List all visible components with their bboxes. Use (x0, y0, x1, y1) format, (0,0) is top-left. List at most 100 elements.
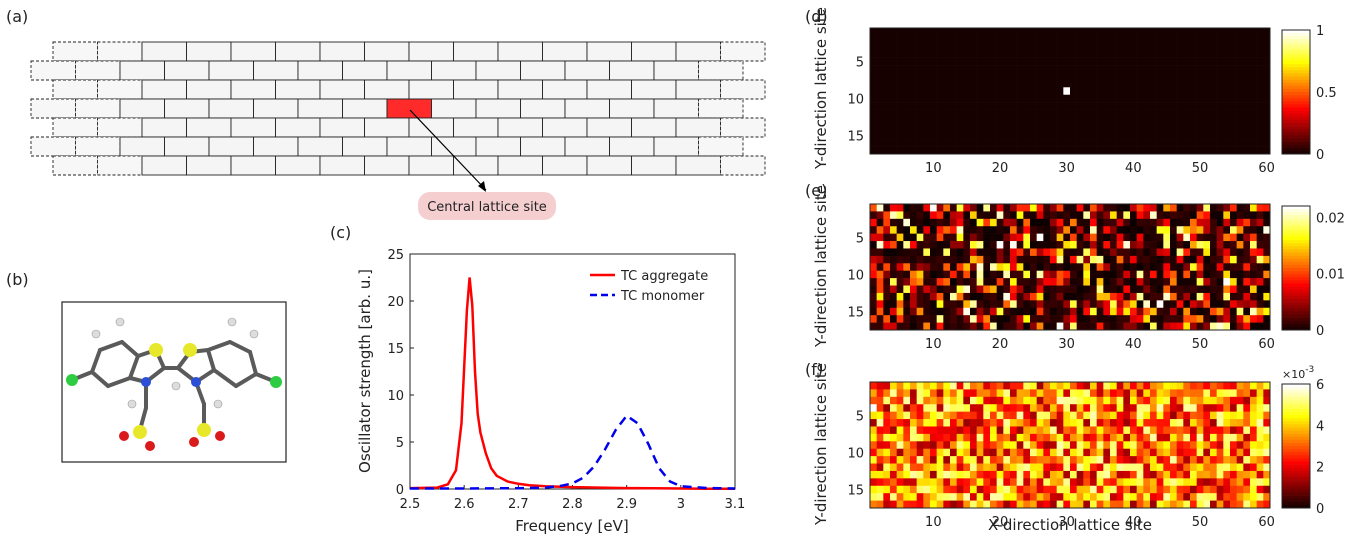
heatmap-cell (1050, 382, 1057, 390)
heatmap-cell (976, 233, 984, 242)
heatmap-cell (883, 124, 891, 133)
heatmap-cell (1236, 456, 1244, 464)
heatmap-cell (1236, 270, 1244, 279)
heatmap-cell (1136, 433, 1144, 442)
heatmap-cell (1236, 292, 1244, 301)
heatmap-cell (1196, 28, 1204, 36)
heatmap-cell (1030, 315, 1037, 323)
heatmap-cell (876, 94, 884, 103)
heatmap-cell (943, 87, 951, 95)
lattice-site (186, 117, 232, 138)
heatmap-cell (1183, 131, 1191, 140)
colorbar-segment (1282, 436, 1310, 441)
colorbar-segment (1282, 240, 1310, 244)
heatmap-cell (930, 72, 937, 81)
heatmap-cell (1083, 233, 1091, 242)
heatmap-cell (1196, 248, 1204, 257)
heatmap-cell (1003, 233, 1011, 242)
heatmap-cell (983, 35, 991, 44)
heatmap-cell (1130, 500, 1137, 509)
heatmap-cell (983, 322, 991, 331)
heatmap-cell (1136, 218, 1144, 227)
heatmap-cell (943, 211, 951, 220)
heatmap-cell (976, 94, 984, 103)
heatmap-cell (1256, 404, 1264, 412)
heatmap-cell (1023, 419, 1031, 427)
heatmap-cell (1123, 500, 1131, 509)
heatmap-cell (1250, 389, 1257, 398)
heatmap-cell (1216, 131, 1224, 140)
heatmap-cell (930, 404, 937, 412)
heatmap-cell (996, 382, 1004, 390)
heatmap-cell (903, 426, 911, 435)
heatmap-cell (1250, 116, 1257, 125)
heatmap-cell (943, 493, 951, 501)
heatmap-cell (1110, 315, 1117, 323)
heatmap-cell (1223, 211, 1231, 220)
heatmap-cell (1210, 285, 1217, 294)
heatmap-cell (1063, 270, 1071, 279)
heatmap-cell (976, 28, 984, 36)
heatmap-cell (1256, 131, 1264, 140)
heatmap-cell (1070, 419, 1077, 427)
heatmap-cell (1243, 419, 1251, 427)
heatmap-cell (883, 233, 891, 242)
heatmap-cell (1143, 456, 1151, 464)
heatmap-cell (903, 72, 911, 81)
heatmap-cell (1083, 404, 1091, 412)
heatmap-cell (1256, 411, 1264, 420)
x-tick-label: 2.6 (454, 497, 475, 512)
colorbar-segment (1282, 79, 1310, 83)
y-tick-label: 0 (396, 483, 404, 498)
heatmap-cell (1110, 433, 1117, 442)
heatmap-cell (1123, 204, 1131, 212)
heatmap-cell (943, 292, 951, 301)
heatmap-cell (1096, 500, 1104, 509)
heatmap-cell (1036, 241, 1044, 249)
heatmap-cell (1016, 109, 1024, 118)
heatmap-cell (1090, 396, 1097, 405)
heatmap-cell (930, 233, 937, 242)
heatmap-cell (1170, 79, 1177, 88)
heatmap-cell (950, 382, 957, 390)
colorbar-segment (1282, 492, 1310, 496)
heatmap-cell (910, 307, 917, 316)
lattice-site (720, 155, 766, 176)
heatmap-cell (1210, 35, 1217, 44)
heatmap-cell (1170, 278, 1177, 286)
heatmap-cell (1123, 433, 1131, 442)
heatmap-cell (916, 389, 924, 398)
heatmap-cell (963, 396, 971, 405)
heatmap-cell (1083, 433, 1091, 442)
heatmap-cell (936, 404, 944, 412)
heatmap-cell (950, 322, 957, 331)
heatmap-cell (1090, 94, 1097, 103)
heatmap-cell (1016, 485, 1024, 494)
heatmap-cell (970, 463, 977, 472)
heatmap-cell (1110, 322, 1117, 331)
heatmap-cell (983, 50, 991, 58)
heatmap-cell (1023, 116, 1031, 125)
heatmap-cell (956, 109, 964, 118)
heatmap-cell (1083, 322, 1091, 331)
panel-label-e: (e) (805, 181, 827, 200)
heatmap-cell (936, 433, 944, 442)
heatmap-cell (936, 116, 944, 125)
heatmap-cell (896, 485, 904, 494)
heatmap-cell (1163, 448, 1171, 457)
heatmap-cell (1036, 456, 1044, 464)
heatmap-cell (930, 109, 937, 118)
heatmap-cell (1143, 218, 1151, 227)
heatmap-cell (1030, 448, 1037, 457)
heatmap-cell (1196, 146, 1204, 155)
heatmap-cell (1216, 278, 1224, 286)
colorbar-segment (1282, 277, 1310, 281)
heatmap-cell (1003, 131, 1011, 140)
heatmap-cell (1056, 500, 1064, 509)
heatmap-cell (1083, 57, 1091, 66)
panel-label-b: (b) (6, 270, 29, 289)
x-tick-label: 60 (1258, 515, 1275, 530)
heatmap-cell (870, 94, 877, 103)
heatmap-cell (883, 419, 891, 427)
heatmap-cell (1216, 42, 1224, 51)
